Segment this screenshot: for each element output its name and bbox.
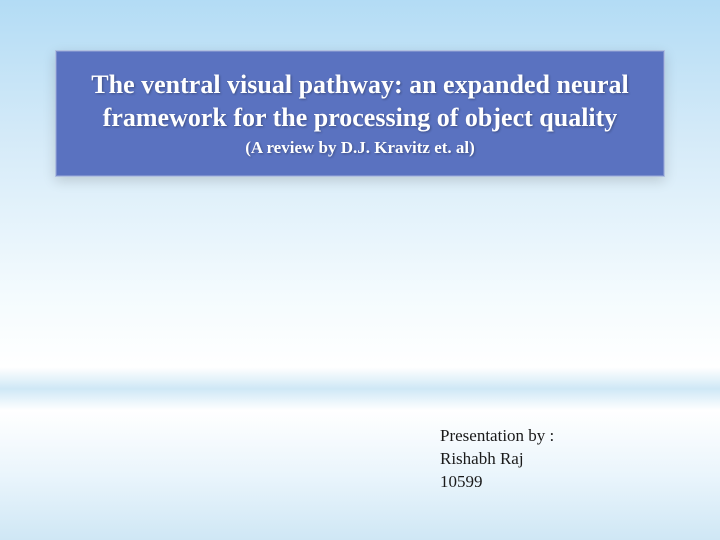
presenter-block: Presentation by : Rishabh Raj 10599 [440, 425, 554, 494]
title-box: The ventral visual pathway: an expanded … [55, 50, 665, 177]
slide-subtitle: (A review by D.J. Kravitz et. al) [86, 138, 634, 158]
presenter-label: Presentation by : [440, 425, 554, 448]
presenter-id: 10599 [440, 471, 554, 494]
slide-title: The ventral visual pathway: an expanded … [86, 69, 634, 134]
presenter-name: Rishabh Raj [440, 448, 554, 471]
